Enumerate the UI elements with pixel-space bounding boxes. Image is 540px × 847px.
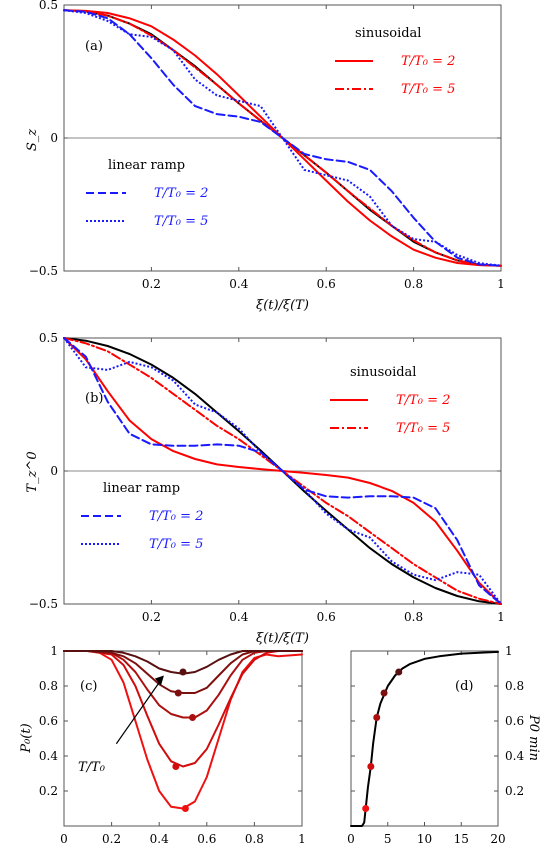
x-tick-label-c: 0.8	[245, 832, 264, 846]
panel-label-b: (b)	[85, 391, 103, 406]
y-tick-label-b: 0	[50, 464, 58, 478]
legend-item-a-0-1: T/T₀ = 5	[401, 82, 455, 97]
plot-frame-c	[63, 650, 303, 827]
y-tick-label-c: 0.4	[39, 749, 58, 763]
y-tick-label-d: 0.6	[505, 714, 524, 728]
x-tick-label-a: 0.2	[142, 277, 161, 291]
y-tick-label-d: 1	[505, 644, 513, 658]
legend-title-a-1: linear ramp	[108, 158, 185, 173]
y-tick-label-c: 0.2	[39, 784, 58, 798]
series-line-c-1	[63, 650, 303, 768]
data-point-d-0	[362, 805, 370, 812]
y-tick-label-d: 0.8	[505, 679, 524, 693]
x-axis-label-b: ξ(t)/ξ(T)	[256, 631, 309, 646]
data-point-d-1	[367, 763, 375, 770]
panel-label-a: (a)	[85, 39, 103, 54]
x-tick-label-a: 0.4	[229, 277, 248, 291]
annotation-label-c: T/T₀	[78, 760, 106, 775]
minimum-point-c-3	[174, 689, 182, 697]
y-tick-label-b: 0.5	[39, 331, 58, 345]
series-line-a-4	[63, 9, 502, 267]
x-tick-label-c: 0.2	[102, 832, 121, 846]
x-tick-label-d: 10	[417, 832, 432, 846]
panel-label-c: (c)	[80, 679, 97, 694]
x-tick-label-a: 0.8	[404, 277, 423, 291]
x-tick-label-b: 0.6	[317, 610, 336, 624]
x-tick-label-c: 0.6	[197, 832, 216, 846]
legend-item-b-0-1: T/T₀ = 5	[396, 421, 450, 436]
x-tick-label-b: 0.4	[229, 610, 248, 624]
x-tick-label-a: 1	[497, 277, 505, 291]
legend-item-b-1-0: T/T₀ = 2	[149, 509, 203, 524]
y-tick-label-c: 0.8	[39, 679, 58, 693]
annotation-arrow-shaft	[115, 682, 160, 745]
y-tick-label-c: 1	[50, 644, 58, 658]
y-tick-label-a: 0	[50, 131, 58, 145]
minimum-point-c-2	[189, 714, 197, 721]
x-tick-label-b: 0.8	[404, 610, 423, 624]
legend-item-a-0-0: T/T₀ = 2	[401, 54, 455, 69]
x-tick-label-d: 15	[454, 832, 469, 846]
legend-title-b-1: linear ramp	[103, 481, 180, 496]
legend-title-b-0: sinusoidal	[350, 365, 416, 380]
y-tick-label-a: −0.5	[29, 264, 58, 278]
panel-label-d: (d)	[455, 679, 473, 694]
y-axis-label-d: P0 min	[526, 714, 540, 761]
y-axis-label-c: P₀(t)	[19, 723, 34, 753]
series-line-c-3	[63, 650, 303, 694]
y-tick-label-b: −0.5	[29, 597, 58, 611]
minimum-point-c-0	[181, 805, 189, 812]
y-axis-label-a: S_z	[25, 129, 40, 151]
legend-item-b-1-1: T/T₀ = 5	[149, 537, 203, 552]
x-tick-label-b: 0.2	[142, 610, 161, 624]
y-tick-label-c: 0.6	[39, 714, 58, 728]
minimum-point-c-1	[172, 763, 180, 770]
series-line-c-2	[63, 650, 303, 719]
data-point-d-4	[395, 668, 403, 676]
annotation-arrow-head	[154, 675, 164, 686]
series-line-d-0	[350, 650, 499, 827]
y-axis-label-b: T_z^0	[25, 451, 40, 492]
y-tick-label-d: 0.2	[505, 784, 524, 798]
legend-item-b-0-0: T/T₀ = 2	[396, 393, 450, 408]
data-point-d-2	[373, 714, 381, 721]
legend-item-a-1-1: T/T₀ = 5	[154, 214, 208, 229]
y-tick-label-d: 0.4	[505, 749, 524, 763]
x-tick-label-d: 5	[384, 832, 392, 846]
x-tick-label-c: 0	[60, 832, 68, 846]
x-tick-label-c: 0.4	[150, 832, 169, 846]
data-point-d-3	[380, 689, 388, 697]
x-axis-label-a: ξ(t)/ξ(T)	[256, 298, 309, 313]
x-tick-label-c: 1	[298, 832, 306, 846]
x-tick-label-a: 0.6	[317, 277, 336, 291]
y-tick-label-a: 0.5	[39, 0, 58, 12]
minimum-point-c-4	[179, 668, 187, 676]
series-line-c-4	[63, 650, 303, 675]
legend-item-a-1-0: T/T₀ = 2	[154, 186, 208, 201]
x-tick-label-d: 20	[490, 832, 505, 846]
x-tick-label-d: 0	[347, 832, 355, 846]
x-tick-label-b: 1	[497, 610, 505, 624]
legend-title-a-0: sinusoidal	[355, 26, 421, 41]
series-line-b-4	[63, 337, 502, 605]
